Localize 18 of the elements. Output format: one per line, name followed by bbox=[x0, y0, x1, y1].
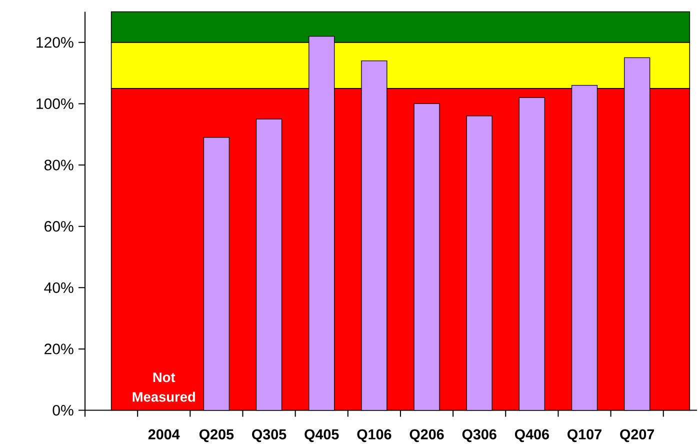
y-tick-label: 40% bbox=[44, 282, 74, 294]
x-tick-label: Q106 bbox=[357, 429, 392, 442]
y-tick-label: 60% bbox=[44, 221, 74, 232]
y-tick-label: 120% bbox=[36, 37, 74, 48]
x-tick-label: Q405 bbox=[304, 429, 339, 442]
y-tick-label: 80% bbox=[44, 160, 74, 171]
x-tick-label: Q306 bbox=[462, 429, 496, 442]
x-tick-label: Q206 bbox=[410, 429, 444, 442]
x-tick-label: Q107 bbox=[568, 429, 602, 442]
x-tick-label: Q406 bbox=[514, 429, 549, 442]
x-tick-label: Q207 bbox=[620, 429, 654, 442]
y-tick-label: 20% bbox=[44, 344, 74, 354]
annotation: Not Measured bbox=[132, 372, 195, 402]
y-tick-label: 100% bbox=[36, 98, 74, 110]
y-tick-label: 0% bbox=[52, 405, 74, 416]
x-tick-label: Q305 bbox=[252, 429, 286, 442]
x-tick-label: Q205 bbox=[199, 429, 234, 442]
x-tick-label: 2004 bbox=[148, 429, 180, 440]
